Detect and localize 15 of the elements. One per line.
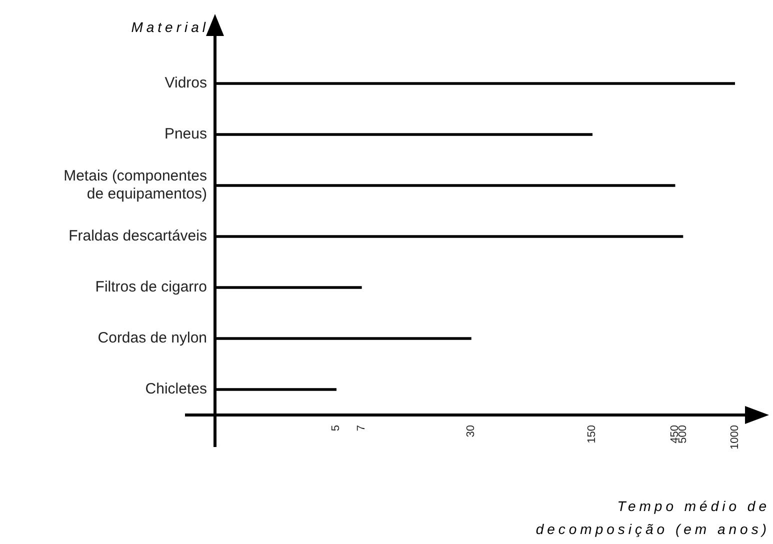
x-axis-title: Tempo médio de decomposição (em anos) xyxy=(536,498,770,537)
x-tick-label: 1000 xyxy=(729,425,742,450)
x-tick-label: 500 xyxy=(676,425,689,444)
y-axis-title: Material xyxy=(131,18,209,35)
x-tick-label: 150 xyxy=(586,425,598,444)
x-tick-label: 7 xyxy=(356,425,368,432)
y-tick-label: Vidros xyxy=(164,74,207,92)
y-tick-label: Cordas de nylon xyxy=(98,330,207,347)
y-tick-label: Fraldas descartáveis xyxy=(68,228,207,245)
y-tick-label: Pneus xyxy=(164,126,207,143)
y-tick-label: Metais (componentes de equipamentos) xyxy=(64,168,207,203)
y-tick-label: Filtros de cigarro xyxy=(95,278,207,296)
x-tick-label: 30 xyxy=(465,425,478,438)
y-tick-label: Chicletes xyxy=(145,380,207,398)
x-tick-label: 5 xyxy=(330,425,342,432)
